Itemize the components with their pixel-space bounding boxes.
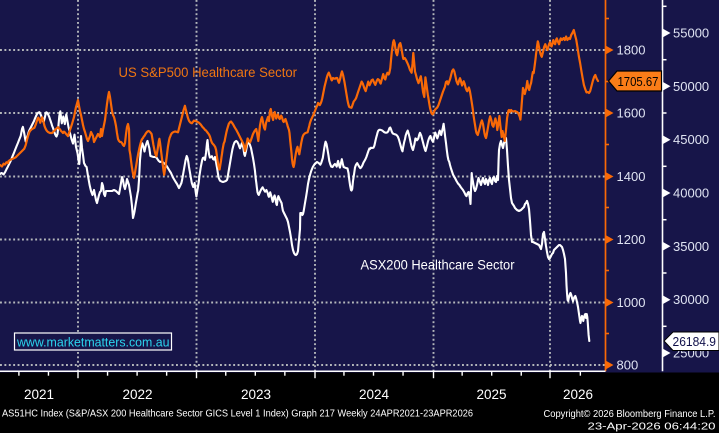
svg-text:800: 800 xyxy=(617,358,639,373)
svg-text:www.marketmatters.com.au: www.marketmatters.com.au xyxy=(16,335,169,350)
svg-text:2023: 2023 xyxy=(241,387,271,402)
svg-text:45000: 45000 xyxy=(673,132,709,147)
svg-text:US S&P500 Healthcare Sector: US S&P500 Healthcare Sector xyxy=(119,65,298,80)
svg-text:35000: 35000 xyxy=(673,239,709,254)
svg-text:1600: 1600 xyxy=(617,106,646,121)
svg-text:1800: 1800 xyxy=(617,43,646,58)
svg-text:1400: 1400 xyxy=(617,169,646,184)
svg-text:2026: 2026 xyxy=(563,387,593,402)
svg-text:26184.9: 26184.9 xyxy=(673,334,717,349)
svg-text:23-Apr-2026 06:44:20: 23-Apr-2026 06:44:20 xyxy=(588,422,717,433)
svg-text:40000: 40000 xyxy=(673,186,709,201)
svg-text:2024: 2024 xyxy=(359,387,390,402)
svg-text:1000: 1000 xyxy=(617,295,646,310)
svg-text:50000: 50000 xyxy=(673,79,709,94)
svg-text:2021: 2021 xyxy=(24,387,54,402)
svg-text:30000: 30000 xyxy=(673,292,709,307)
svg-text:2025: 2025 xyxy=(476,387,506,402)
svg-text:AS51HC Index (S&P/ASX 200 Heal: AS51HC Index (S&P/ASX 200 Healthcare Sec… xyxy=(2,408,473,420)
svg-text:Copyright© 2026 Bloomberg Fina: Copyright© 2026 Bloomberg Finance L.P. xyxy=(544,408,716,420)
svg-text:1705.67: 1705.67 xyxy=(618,74,659,89)
svg-text:ASX200 Healthcare Sector: ASX200 Healthcare Sector xyxy=(361,258,516,273)
svg-text:55000: 55000 xyxy=(673,26,709,41)
svg-text:2022: 2022 xyxy=(122,387,152,402)
svg-text:1200: 1200 xyxy=(617,232,646,247)
